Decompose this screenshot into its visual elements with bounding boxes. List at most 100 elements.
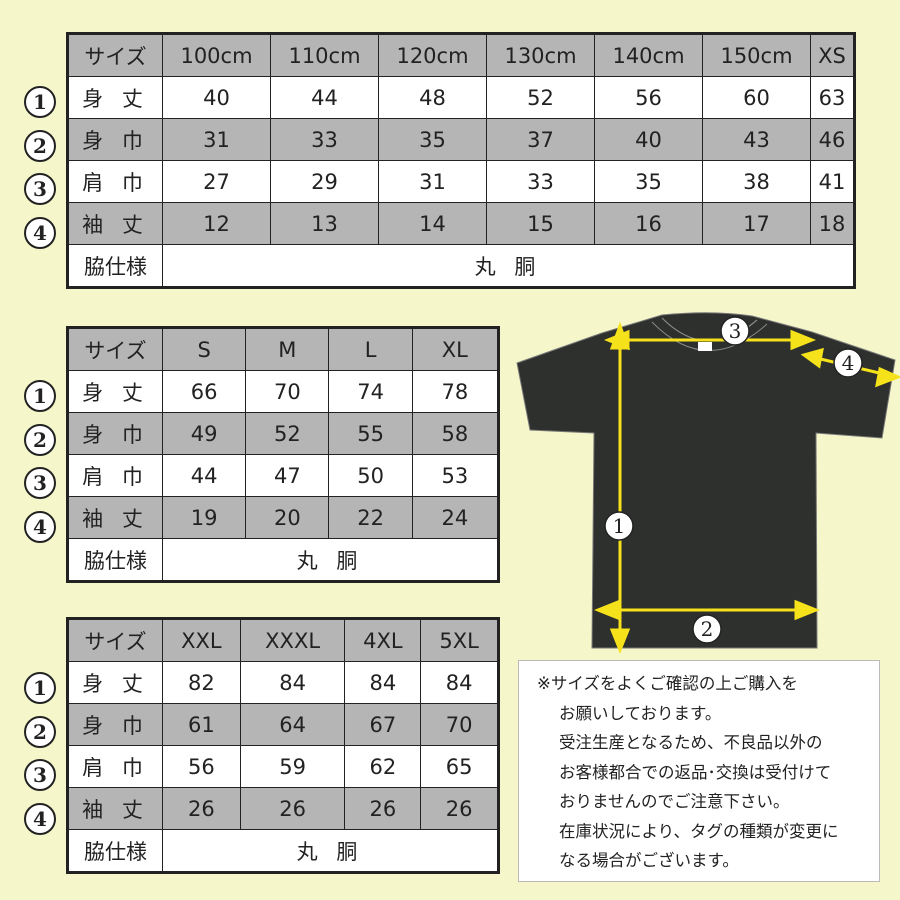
measure-label: 肩 巾 (67, 745, 163, 788)
measure-value: 46 (810, 118, 855, 161)
notice-line: なる場合がございます。 (559, 851, 739, 870)
measure-value: 64 (239, 703, 346, 746)
measure-value: 67 (344, 703, 422, 746)
notice-line: 受注生産となるため、不良品以外の (559, 733, 823, 752)
side-spec-row: 脇仕様丸 胴 (67, 244, 855, 288)
measure-value: 70 (420, 703, 499, 746)
table-row: 袖 丈 19 20 22 24 (67, 496, 500, 539)
table-row: 身 丈 40 44 48 52 56 60 63 (67, 76, 855, 119)
side-spec-value: 丸 胴 (162, 829, 499, 873)
measure-value: 38 (702, 160, 811, 203)
notice-line: 在庫状況により、タグの種類が変更に (559, 821, 839, 841)
side-spec-row: 脇仕様丸 胴 (67, 538, 499, 582)
side-spec-label: 脇仕様 (67, 538, 163, 582)
measure-label: 肩 巾 (67, 160, 163, 203)
measure-value: 33 (486, 160, 595, 203)
size-header: 110cm (270, 33, 379, 77)
measure-value: 53 (411, 454, 500, 497)
measure-value: 35 (378, 118, 487, 161)
size-header: XL (411, 327, 500, 371)
row-marker: 4 (24, 216, 56, 249)
table-row: 身 巾 31 33 35 37 40 43 46 (67, 118, 855, 161)
row-marker: 2 (24, 715, 56, 748)
measure-label: 袖 丈 (67, 787, 163, 830)
measure-value: 17 (702, 202, 811, 245)
measure-label: 肩 巾 (67, 454, 163, 497)
measure-value: 19 (161, 496, 247, 539)
measure-value: 50 (328, 454, 413, 497)
notice-line: お客様都合での返品･交換は受付けて (559, 762, 832, 782)
size-header: 120cm (378, 33, 487, 77)
measure-value: 29 (270, 160, 379, 203)
measure-value: 61 (162, 703, 241, 746)
side-spec-row: 脇仕様丸 胴 (67, 829, 499, 873)
table-row: 身 丈 82 84 84 84 (67, 661, 499, 704)
size-header: S (161, 327, 247, 371)
measure-value: 58 (411, 412, 500, 455)
row-marker: 3 (24, 467, 56, 499)
measure-value: 26 (344, 787, 422, 830)
measure-value: 43 (702, 118, 811, 161)
measure-value: 56 (162, 745, 241, 788)
size-header: 5XL (420, 618, 499, 662)
row-marker: 4 (24, 802, 56, 835)
measure-value: 20 (245, 496, 330, 539)
side-spec-value: 丸 胴 (162, 244, 855, 288)
measure-value: 60 (702, 76, 811, 119)
measure-value: 37 (486, 118, 595, 161)
measure-value: 84 (420, 661, 499, 704)
measure-value: 33 (270, 118, 379, 161)
measure-value: 18 (810, 202, 855, 245)
measure-value: 15 (486, 202, 595, 245)
measure-value: 13 (270, 202, 379, 245)
measure-value: 70 (245, 370, 330, 413)
size-header: L (328, 327, 413, 371)
table-row: 肩 巾 56 59 62 65 (67, 745, 499, 788)
table-row: 袖 丈 12 13 14 15 16 17 18 (67, 202, 855, 245)
header-row: サイズ 100cm 110cm 120cm 130cm 140cm 150cm XS (67, 33, 855, 77)
tshirt-diagram: 1 2 3 4 (516, 312, 900, 653)
size-header: 150cm (702, 33, 811, 77)
measure-value: 41 (810, 160, 855, 203)
row-marker: 1 (24, 86, 56, 118)
measure-label: 身 丈 (67, 76, 163, 119)
measure-value: 56 (594, 76, 703, 119)
table-row: 身 巾 49 52 55 58 (67, 412, 500, 455)
measure-label: 身 巾 (67, 703, 163, 746)
measure-value: 49 (161, 412, 247, 455)
row-marker: 3 (24, 173, 56, 205)
measure-value: 40 (162, 76, 271, 119)
header-row: サイズ S M L XL (67, 327, 500, 371)
measure-value: 66 (161, 370, 247, 413)
table-row: 肩 巾 27 29 31 33 35 38 41 (67, 160, 855, 203)
measure-value: 35 (594, 160, 703, 203)
table-row: 身 巾 61 64 67 70 (67, 703, 499, 746)
marker-1: 1 (613, 514, 626, 538)
tshirt-tag (698, 342, 712, 351)
measure-value: 12 (162, 202, 271, 245)
measure-value: 26 (420, 787, 499, 830)
notice-box: ※サイズをよくご確認の上ご購入を お願いしております。 受注生産となるため、不良… (518, 660, 880, 882)
row-marker: 2 (24, 423, 56, 456)
notice-line: おりませんのでご注意下さい。 (559, 792, 790, 811)
measurement-arrows (593, 321, 900, 653)
size-header: XXL (162, 618, 241, 662)
measure-value: 31 (162, 118, 271, 161)
measure-value: 59 (239, 745, 346, 788)
marker-2: 2 (701, 617, 714, 641)
measure-value: 84 (239, 661, 346, 704)
side-spec-value: 丸 胴 (162, 538, 499, 582)
measure-value: 62 (344, 745, 422, 788)
measure-value: 26 (239, 787, 346, 830)
size-header: 130cm (486, 33, 595, 77)
row-marker: 3 (24, 759, 56, 791)
measure-value: 47 (245, 454, 330, 497)
size-label-header: サイズ (67, 33, 163, 77)
measure-value: 48 (378, 76, 487, 119)
measure-value: 22 (328, 496, 413, 539)
size-label-header: サイズ (67, 327, 163, 371)
measure-label: 身 丈 (67, 661, 163, 704)
side-spec-label: 脇仕様 (67, 829, 163, 873)
row-marker: 1 (24, 672, 56, 704)
marker-3: 3 (729, 319, 742, 343)
